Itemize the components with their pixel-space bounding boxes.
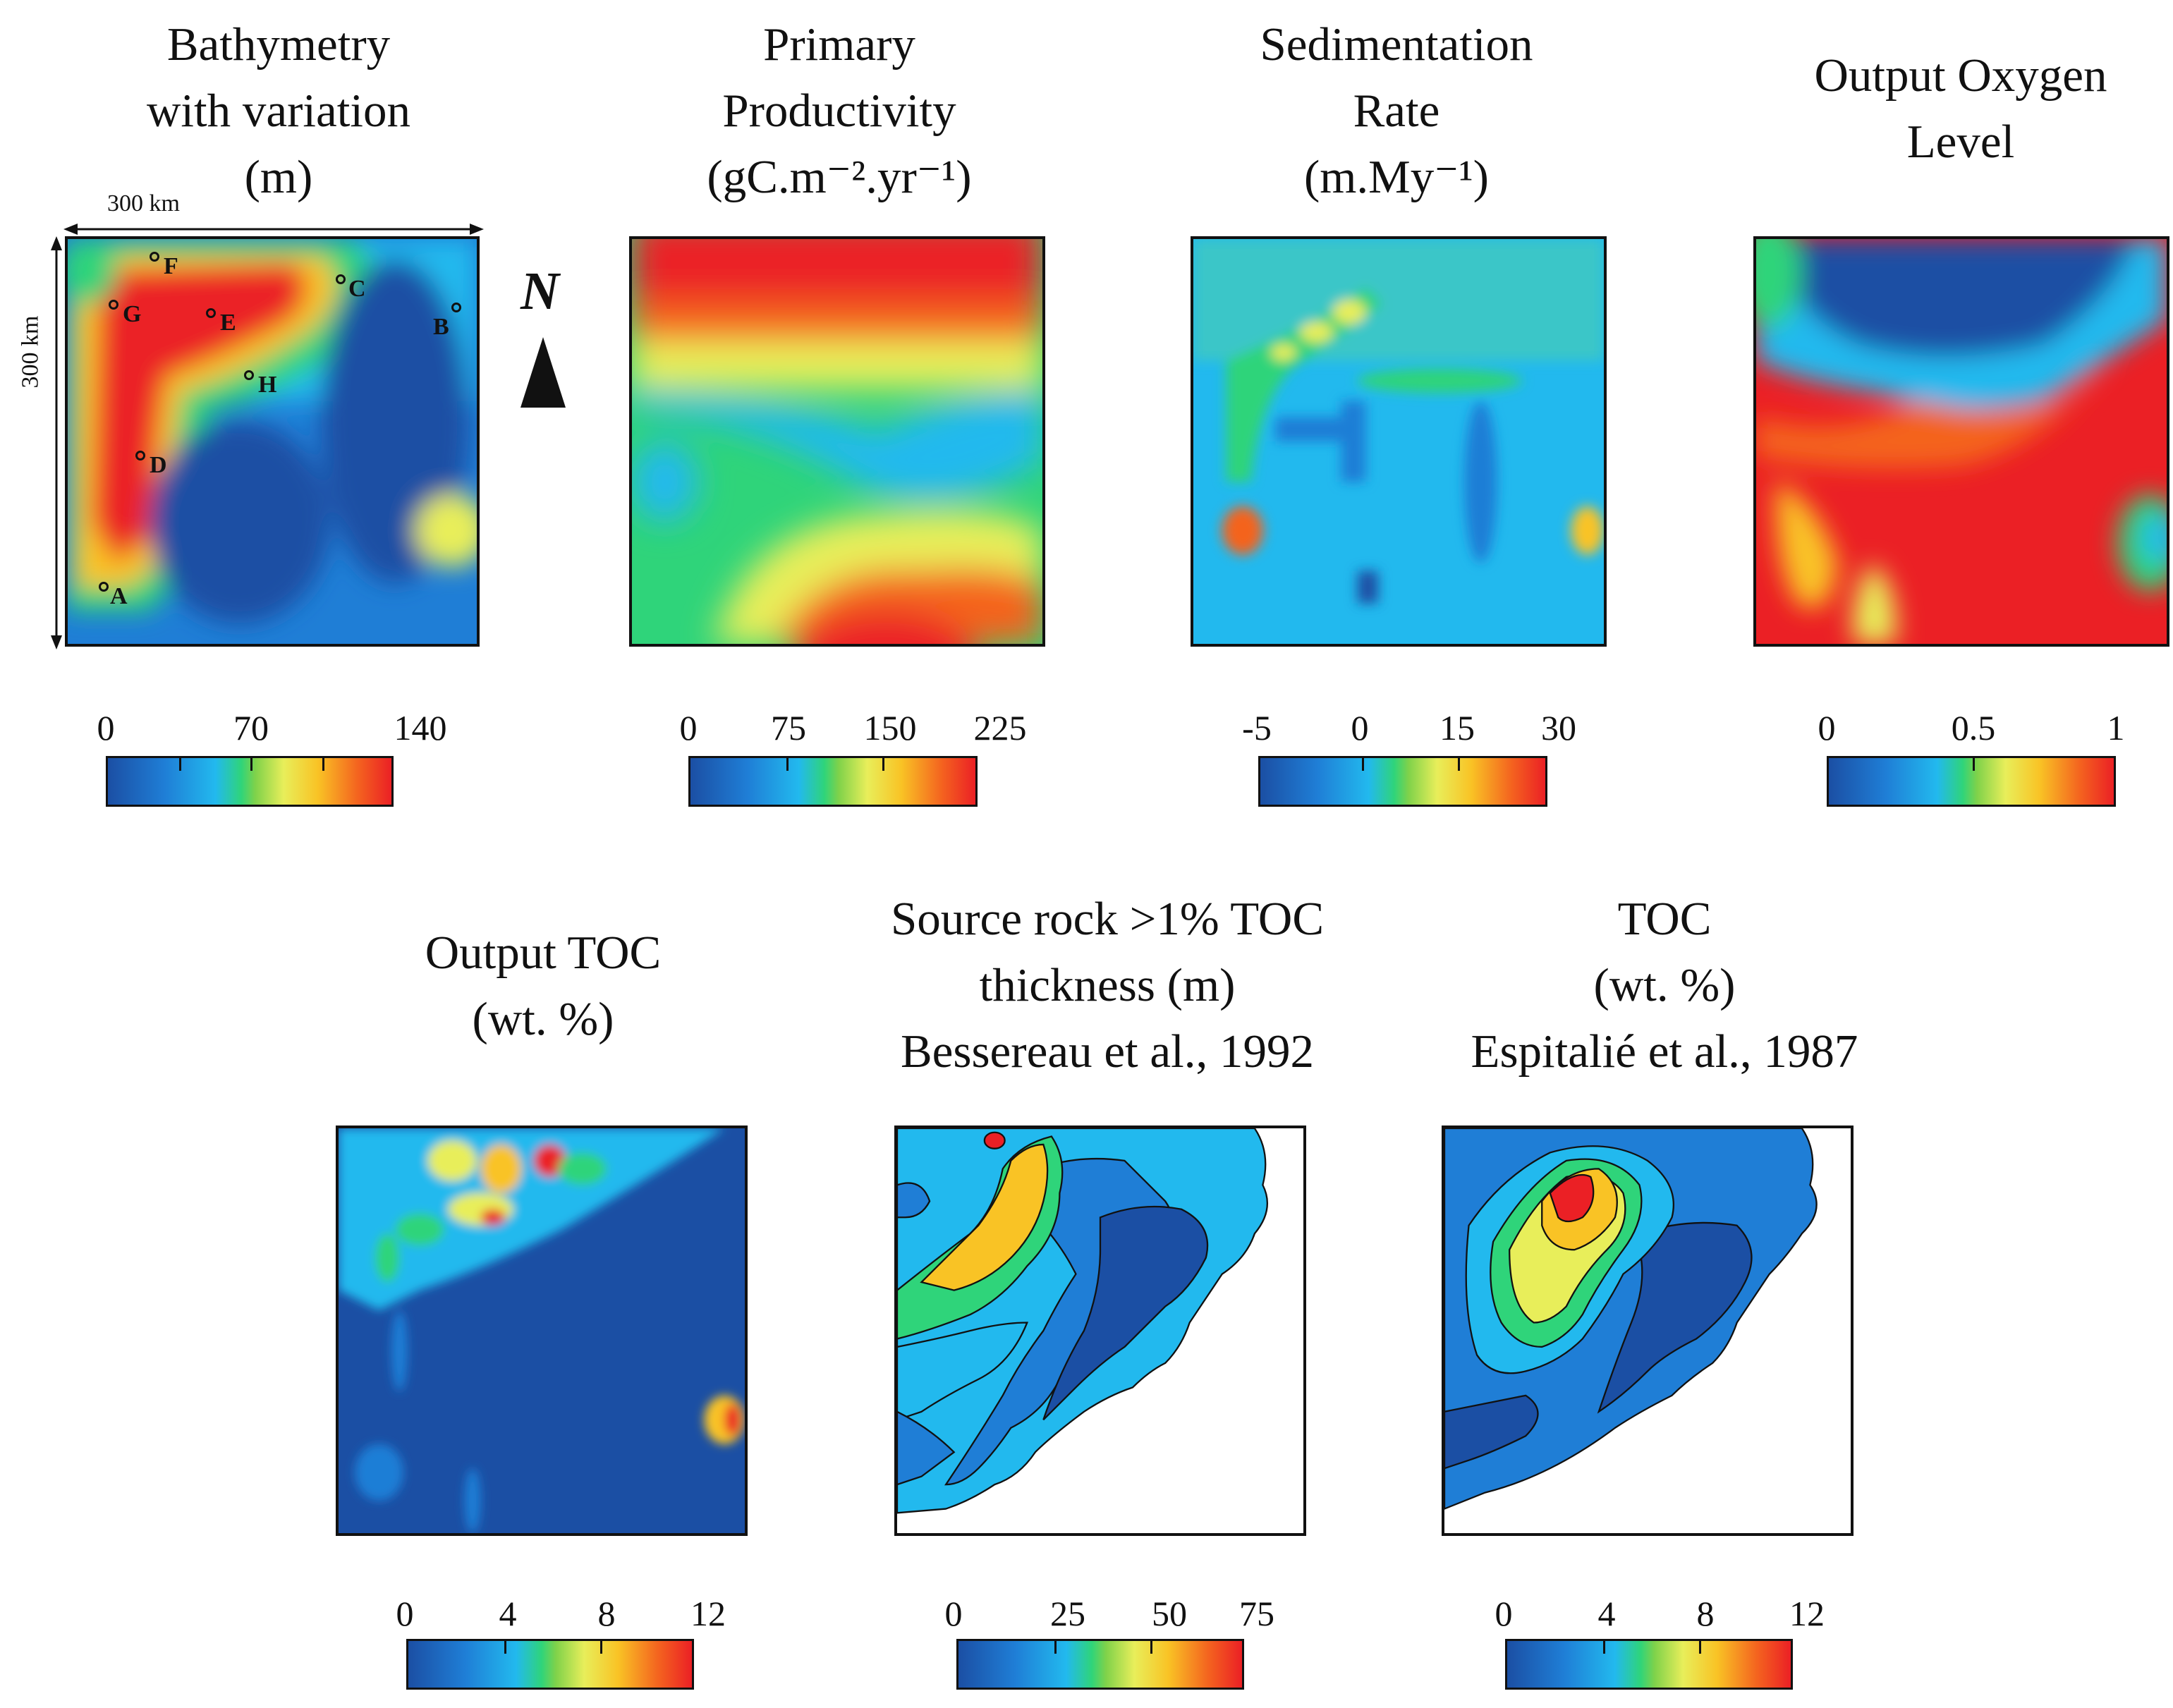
oxygen-tick-2: 1 xyxy=(2107,708,2125,748)
well-g-label: G xyxy=(123,301,142,327)
toc-output-map xyxy=(336,1126,748,1536)
well-h-label: H xyxy=(258,372,277,398)
toc-espitalie-tick-0: 0 xyxy=(1495,1594,1513,1633)
toc-espitalie-tick-1: 4 xyxy=(1597,1594,1616,1633)
sedimentation-map xyxy=(1191,236,1607,647)
productivity-colorbar xyxy=(688,756,978,807)
well-f-label: F xyxy=(164,253,178,279)
scale-label-vertical: 300 km xyxy=(17,315,44,389)
well-a-label: A xyxy=(110,583,128,609)
oxygen-tick-1: 0.5 xyxy=(1951,708,1996,748)
sedimentation-tick-0: -5 xyxy=(1242,708,1272,748)
productivity-map xyxy=(629,236,1045,647)
north-arrow-icon xyxy=(521,337,566,408)
well-h-marker xyxy=(244,370,254,380)
well-g-marker xyxy=(109,300,118,310)
toc-espitalie-tick-2: 8 xyxy=(1696,1594,1715,1633)
bathymetry-map: A B C D E F G H xyxy=(65,236,480,647)
productivity-tick-3: 225 xyxy=(973,708,1027,748)
toc-espitalie-tick-3: 12 xyxy=(1789,1594,1825,1633)
well-f-marker xyxy=(150,252,159,262)
toc-output-tick-0: 0 xyxy=(396,1594,414,1633)
well-c-label: C xyxy=(348,276,366,302)
toc-espitalie-title: TOC (wt. %) Espitalié et al., 1987 xyxy=(1471,893,1858,1078)
bathymetry-title: Bathymetry with variation (m) xyxy=(147,18,410,203)
productivity-tick-0: 0 xyxy=(679,708,698,748)
bathymetry-colorbar xyxy=(106,756,394,807)
toc-output-colorbar xyxy=(406,1639,694,1690)
toc-espitalie-colorbar xyxy=(1505,1639,1793,1690)
toc-output-title: Output TOC (wt. %) xyxy=(425,927,662,1045)
scale-arrow-horizontal xyxy=(63,224,484,235)
toc-output-tick-1: 4 xyxy=(499,1594,517,1633)
north-label: N xyxy=(521,262,559,321)
bathymetry-tick-0: 0 xyxy=(97,708,115,748)
source-rock-tick-0: 0 xyxy=(944,1594,963,1633)
sedimentation-tick-2: 15 xyxy=(1439,708,1475,748)
source-rock-tick-1: 25 xyxy=(1050,1594,1085,1633)
well-b-marker xyxy=(451,303,461,312)
toc-espitalie-map xyxy=(1442,1126,1854,1536)
well-b-label: B xyxy=(433,314,449,340)
sedimentation-title: Sedimentation Rate (m.My⁻¹) xyxy=(1260,18,1533,203)
toc-output-tick-2: 8 xyxy=(597,1594,616,1633)
well-c-marker xyxy=(336,274,346,284)
well-d-label: D xyxy=(150,452,167,478)
toc-output-tick-3: 12 xyxy=(690,1594,726,1633)
productivity-title: Primary Productivity (gC.m⁻².yr⁻¹) xyxy=(707,18,972,203)
productivity-tick-1: 75 xyxy=(771,708,806,748)
source-rock-tick-2: 50 xyxy=(1152,1594,1187,1633)
sedimentation-tick-3: 30 xyxy=(1541,708,1576,748)
oxygen-title: Output Oxygen Level xyxy=(1814,49,2107,168)
well-a-marker xyxy=(99,582,109,592)
well-e-label: E xyxy=(220,310,236,336)
source-rock-title: Source rock >1% TOC thickness (m) Besser… xyxy=(890,893,1325,1078)
scale-label-horizontal: 300 km xyxy=(107,190,180,216)
oxygen-map xyxy=(1753,236,2169,647)
productivity-tick-2: 150 xyxy=(863,708,917,748)
source-rock-map xyxy=(894,1126,1306,1536)
oxygen-colorbar xyxy=(1827,756,2116,807)
source-rock-tick-3: 75 xyxy=(1239,1594,1274,1633)
bathymetry-tick-2: 140 xyxy=(394,708,447,748)
oxygen-tick-0: 0 xyxy=(1818,708,1836,748)
sedimentation-tick-1: 0 xyxy=(1351,708,1369,748)
bathymetry-tick-1: 70 xyxy=(233,708,269,748)
well-d-marker xyxy=(135,451,145,460)
source-rock-colorbar xyxy=(956,1639,1244,1690)
sedimentation-colorbar xyxy=(1258,756,1547,807)
scale-arrow-vertical xyxy=(51,236,62,649)
well-e-marker xyxy=(206,308,216,318)
